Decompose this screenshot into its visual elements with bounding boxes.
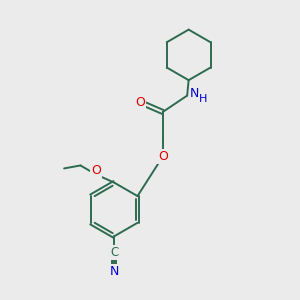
Text: O: O bbox=[158, 150, 168, 163]
Text: O: O bbox=[91, 164, 101, 177]
Text: N: N bbox=[190, 87, 199, 100]
Text: C: C bbox=[110, 246, 118, 259]
Text: H: H bbox=[198, 94, 207, 104]
Text: O: O bbox=[135, 96, 145, 109]
Text: N: N bbox=[110, 265, 119, 278]
